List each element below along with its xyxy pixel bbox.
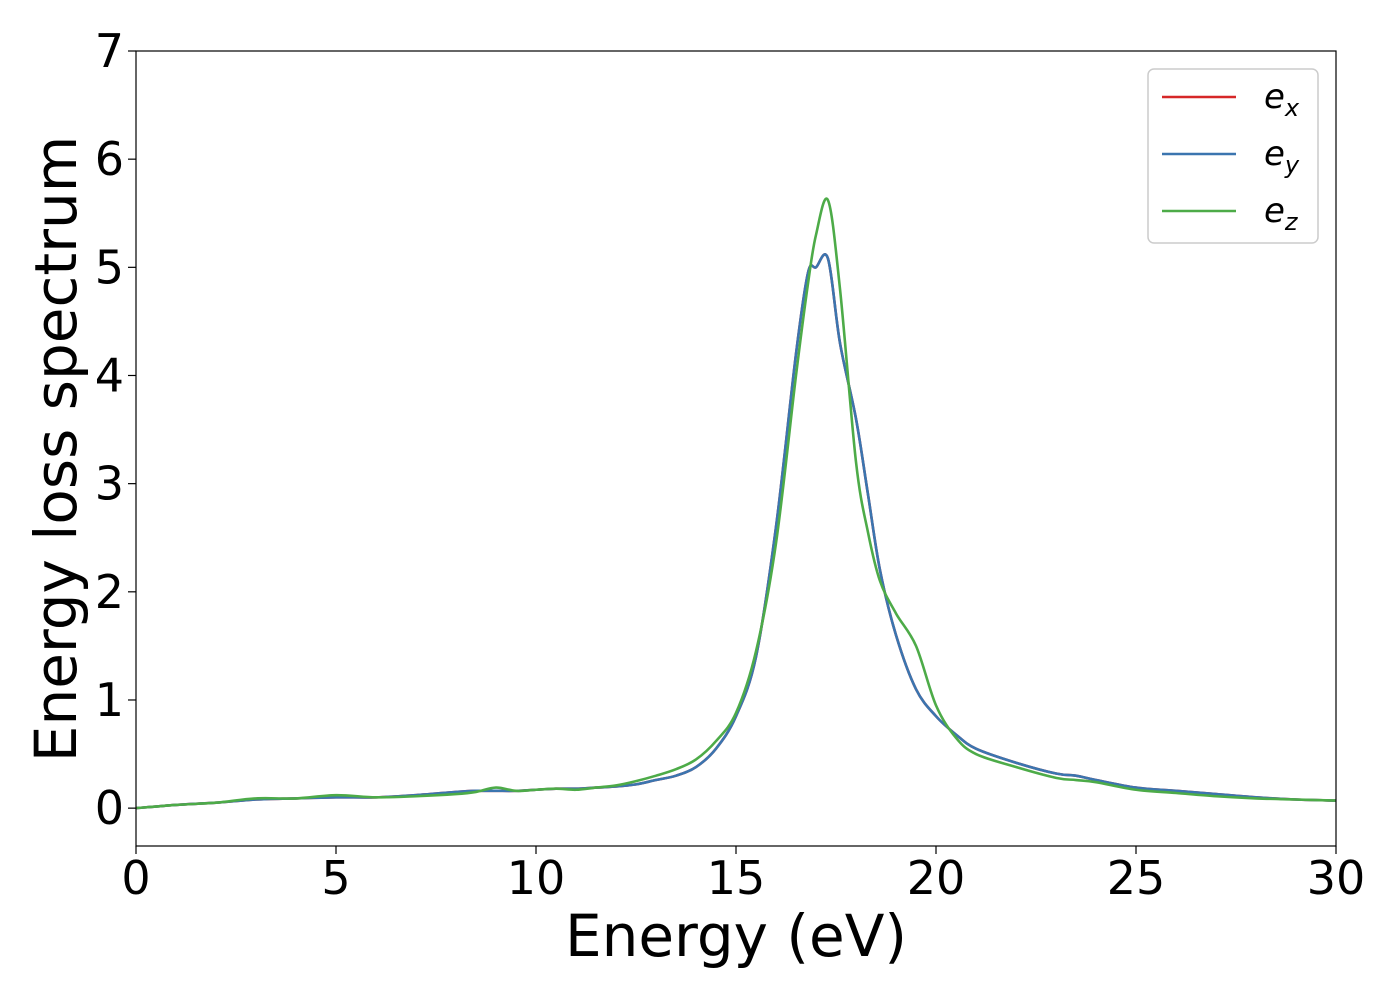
x-tick-label: 15 (707, 851, 766, 905)
y-tick-label: 4 (95, 348, 124, 402)
legend-box (1147, 68, 1319, 244)
x-tick-label: 0 (121, 851, 150, 905)
x-tick-label: 20 (907, 851, 966, 905)
y-tick-label: 3 (95, 457, 124, 511)
y-axis-ticks: 0 1 2 3 4 5 6 7 (95, 24, 136, 835)
y-tick-label: 2 (95, 565, 124, 619)
x-tick-label: 25 (1107, 851, 1166, 905)
y-tick-label: 6 (95, 132, 124, 186)
series-line-ey (135, 253, 1337, 810)
series-line-ez (135, 197, 1337, 810)
x-axis-title: Energy (eV) (565, 902, 907, 970)
legend: ex ey ez (1147, 68, 1319, 244)
y-tick-label: 5 (95, 240, 124, 294)
y-tick-label: 1 (95, 673, 124, 727)
x-tick-label: 30 (1307, 851, 1366, 905)
x-axis-ticks: 0 5 10 15 20 25 30 (121, 846, 1365, 905)
x-tick-label: 5 (321, 851, 350, 905)
legend-label-ey: ey (1264, 134, 1300, 179)
y-axis-title: Energy loss spectrum (22, 136, 90, 762)
legend-label-ez: ez (1264, 191, 1299, 236)
x-tick-label: 10 (507, 851, 566, 905)
y-tick-label: 7 (95, 24, 124, 78)
legend-label-ex: ex (1264, 77, 1300, 122)
y-tick-label: 0 (95, 781, 124, 835)
plot-lines (135, 197, 1337, 810)
series-line-ex (135, 253, 1337, 810)
